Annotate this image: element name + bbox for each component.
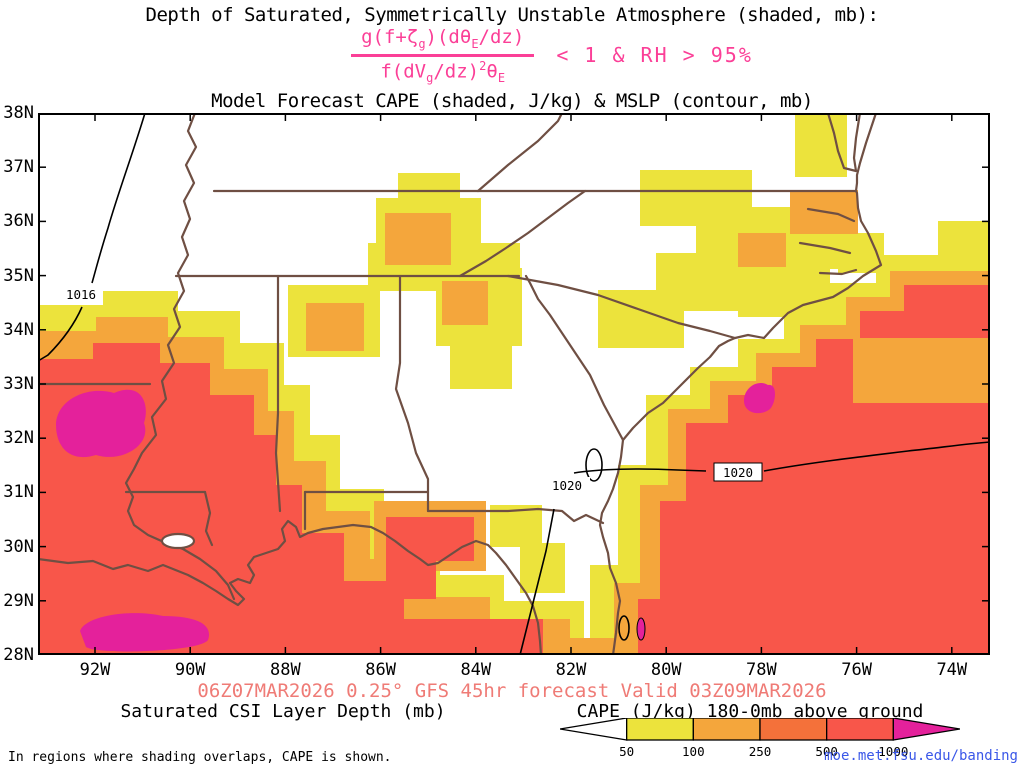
lon-tick-label: 74W	[936, 660, 968, 680]
contour-label-box	[60, 287, 102, 303]
legend-right-title: CAPE (J/kg) 180-0mb above ground	[576, 701, 924, 722]
mslp-contours	[37, 112, 991, 656]
lat-tick-label: 33N	[3, 374, 34, 394]
lon-tick-label: 90W	[174, 660, 206, 680]
shading-magenta	[56, 382, 775, 652]
colorbar-segment	[626, 717, 694, 741]
lon-tick-label: 82W	[555, 660, 587, 680]
magenta-sliver-coast	[636, 617, 646, 641]
legend-left-title: Saturated CSI Layer Depth (mb)	[120, 701, 446, 722]
contour-label-box	[713, 462, 763, 482]
state-borders	[36, 111, 883, 657]
lat-tick-label: 28N	[3, 645, 34, 665]
formula-criterion: < 1 & RH > 95%	[556, 43, 753, 68]
lon-tick-label: 80W	[650, 660, 682, 680]
colorbar-tick-label: 250	[749, 744, 772, 759]
forecast-info-line: 06Z07MAR2026 0.25° GFS 45hr forecast Val…	[197, 680, 827, 702]
lat-tick-label: 31N	[3, 482, 34, 503]
lat-tick-label: 30N	[3, 536, 34, 557]
magenta-core-atlantic	[744, 382, 775, 414]
colorbar-svg: 50 100 250 500 1000	[559, 717, 961, 759]
colorbar-segment	[559, 717, 628, 741]
colorbar-segment	[892, 717, 961, 741]
csi-criterion-formula: g(f+ζg)(dθE/dz) f(dVg/dz)2θE < 1 & RH > …	[0, 26, 1024, 85]
map-svg: 1016 1020 1020	[36, 111, 991, 657]
contour-label-1016: 1016	[66, 287, 96, 302]
lat-tick-label: 36N	[3, 211, 34, 232]
colorbar-segment	[826, 717, 894, 741]
lat-tick-label: 32N	[3, 428, 34, 449]
contour-label-1020-b: 1020	[723, 465, 753, 480]
lon-tick-label: 84W	[460, 660, 492, 680]
map-area: 1016 1020 1020	[36, 111, 991, 657]
colorbar-segment	[692, 717, 761, 741]
colorbar-tick-label: 100	[682, 744, 705, 759]
colorbar-tick-label: 1000	[878, 744, 908, 759]
magenta-core-west	[56, 389, 146, 458]
lon-tick-label: 76W	[841, 660, 872, 680]
formula-denominator: f(dVg/dz)2θE	[380, 58, 506, 85]
formula-fraction: g(f+ζg)(dθE/dz) f(dVg/dz)2θE	[351, 26, 535, 85]
map-frame	[38, 113, 990, 655]
contour-labels: 1016 1020 1020	[60, 287, 763, 494]
colorbar-tick-label: 500	[815, 744, 838, 759]
colorbar: 50 100 250 500 1000	[559, 717, 961, 762]
plot-title-line2: Model Forecast CAPE (shaded, J/kg) & MSL…	[211, 90, 813, 112]
contour-label-1020-a: 1020	[552, 478, 582, 493]
lat-tick-label: 35N	[3, 265, 34, 286]
colorbar-segment	[759, 717, 828, 741]
colorbar-tick-label: 50	[619, 744, 634, 759]
site-link[interactable]: moe.met.fsu.edu/banding	[824, 748, 1018, 764]
shading-orange-inner	[853, 338, 990, 403]
lon-tick-label: 92W	[79, 660, 111, 680]
magenta-core-gulf	[80, 613, 210, 652]
plot-title-line1: Depth of Saturated, Symmetrically Unstab…	[145, 4, 879, 26]
overlap-footnote: In regions where shading overlaps, CAPE …	[8, 750, 392, 765]
lon-tick-label: 88W	[270, 660, 301, 680]
lon-tick-label: 78W	[746, 660, 777, 680]
contour-label-box	[544, 477, 590, 494]
lake-pontchartrain	[160, 532, 196, 550]
formula-numerator: g(f+ζg)(dθE/dz)	[351, 26, 535, 57]
lat-tick-label: 34N	[3, 319, 34, 340]
lon-tick-label: 86W	[365, 660, 396, 680]
lat-tick-label: 29N	[3, 590, 34, 611]
lat-tick-label: 37N	[3, 157, 34, 178]
